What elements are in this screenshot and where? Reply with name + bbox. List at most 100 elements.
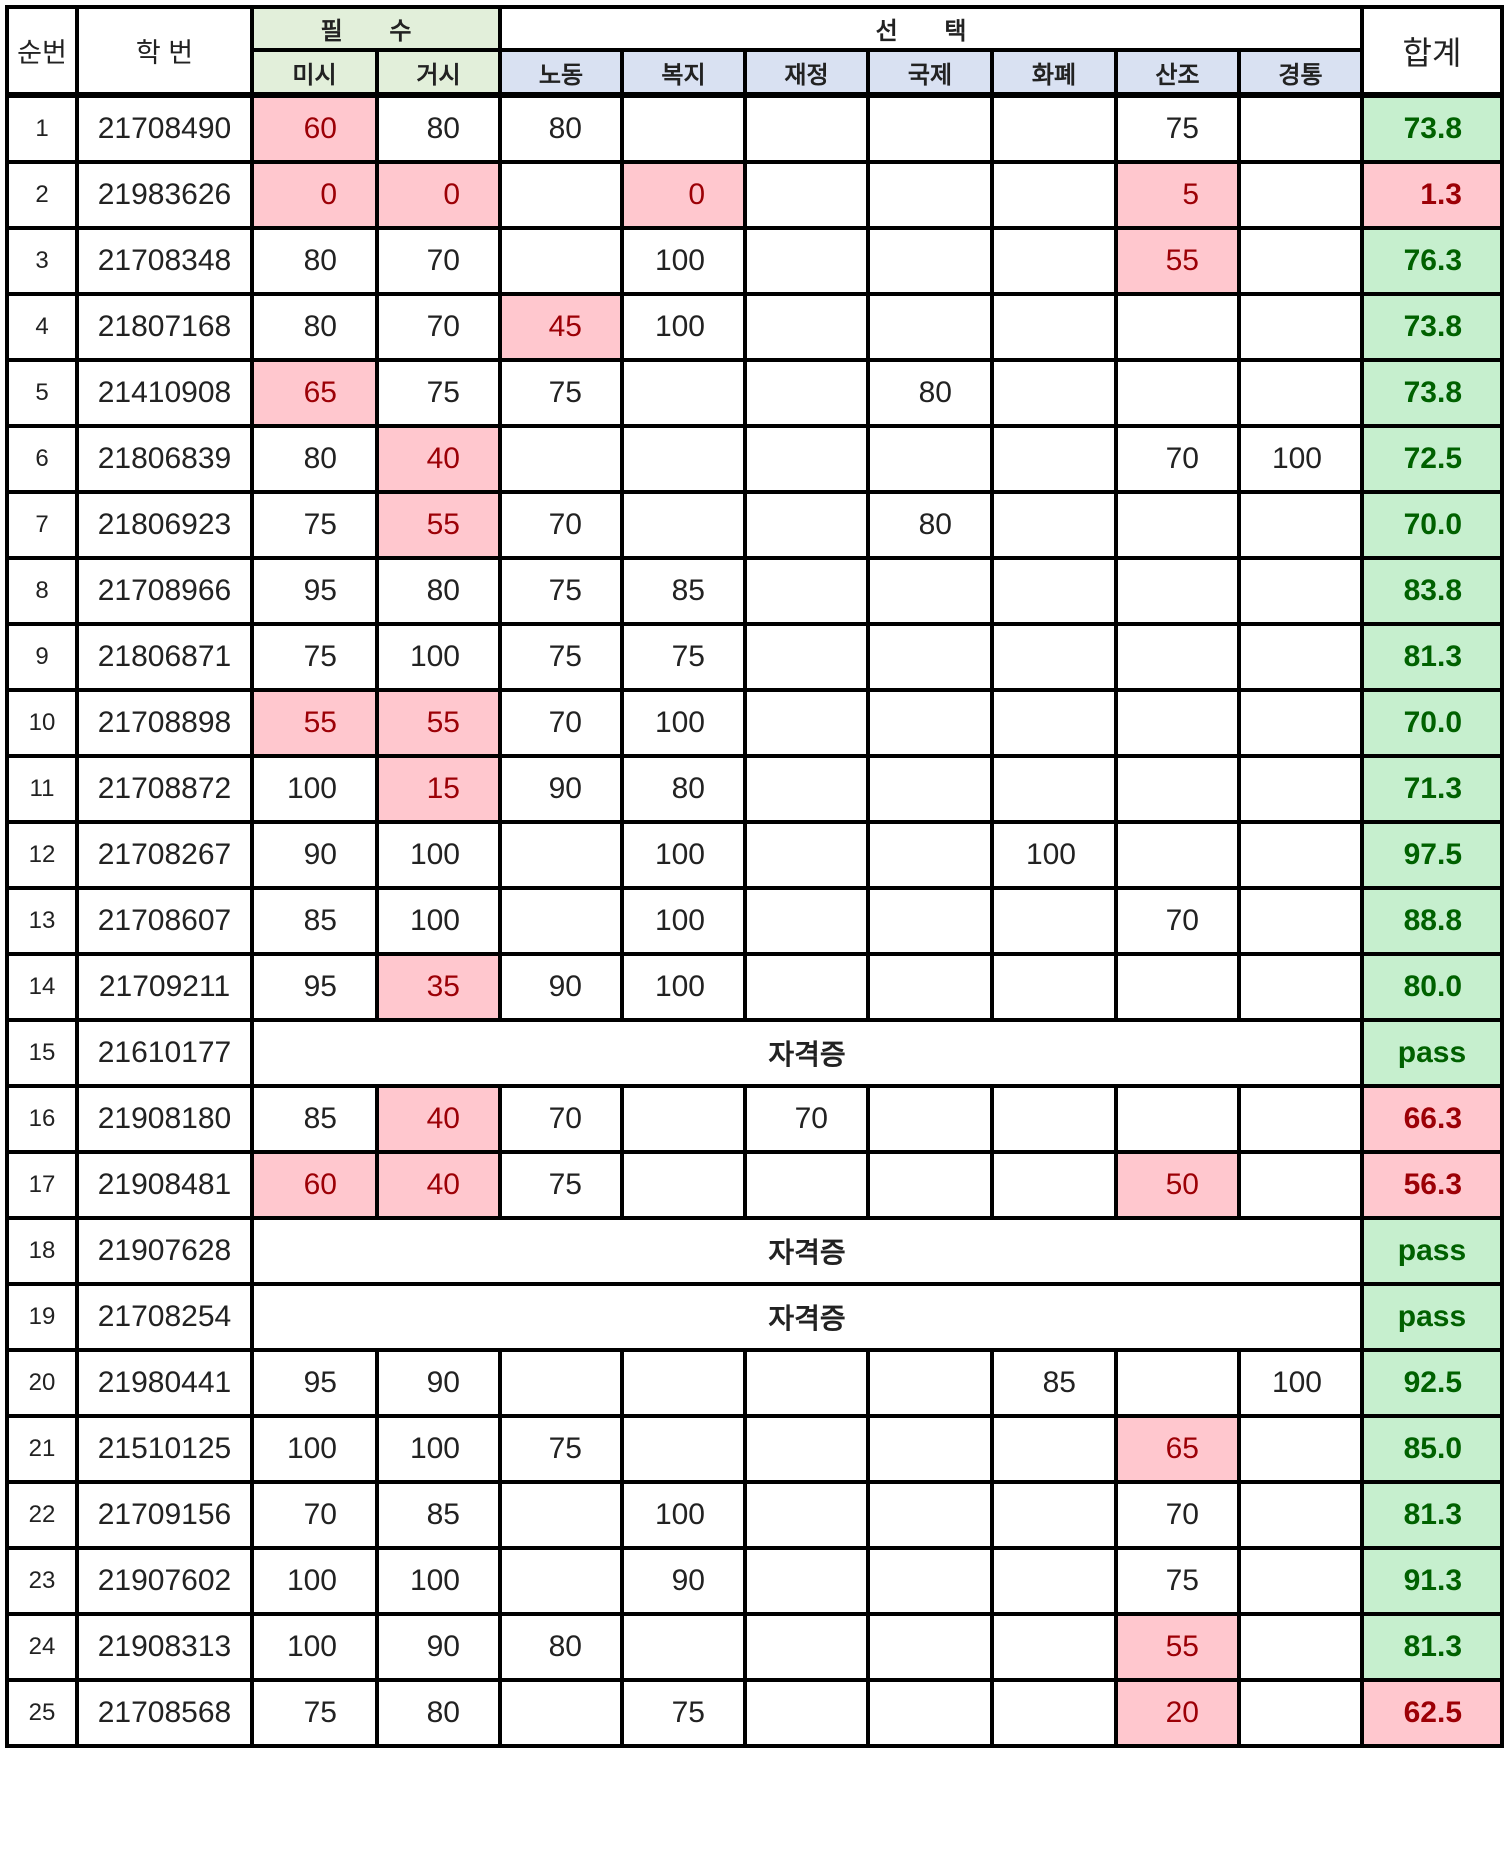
score-cell: 70 bbox=[1114, 886, 1241, 956]
score-cell bbox=[743, 886, 870, 956]
table-row: 25 21708568 75 80 75 20 62.5 bbox=[5, 1678, 1504, 1748]
total-cell: 83.8 bbox=[1360, 556, 1504, 626]
score-cell bbox=[1114, 556, 1241, 626]
score-cell bbox=[1237, 358, 1364, 428]
score-cell bbox=[743, 490, 870, 560]
row-number: 25 bbox=[5, 1678, 79, 1748]
score-cell: 95 bbox=[250, 556, 379, 626]
score-cell bbox=[1114, 820, 1241, 890]
score-cell: 75 bbox=[498, 1150, 624, 1220]
score-cell bbox=[990, 424, 1118, 494]
score-cell bbox=[990, 1678, 1118, 1748]
score-cell bbox=[990, 490, 1118, 560]
score-cell-low: 55 bbox=[250, 688, 379, 758]
score-cell bbox=[620, 1348, 747, 1418]
score-cell: 75 bbox=[250, 622, 379, 692]
score-cell-low: 60 bbox=[250, 92, 379, 164]
score-cell: 70 bbox=[498, 490, 624, 560]
score-cell bbox=[866, 754, 994, 824]
score-cell: 80 bbox=[498, 92, 624, 164]
score-cell bbox=[866, 886, 994, 956]
score-cell bbox=[743, 1150, 870, 1220]
score-cell bbox=[990, 886, 1118, 956]
score-cell bbox=[1114, 490, 1241, 560]
score-cell bbox=[498, 1348, 624, 1418]
score-cell: 100 bbox=[620, 820, 747, 890]
score-cell: 75 bbox=[1114, 1546, 1241, 1616]
row-number: 9 bbox=[5, 622, 79, 692]
score-cell: 75 bbox=[620, 622, 747, 692]
total-cell: 91.3 bbox=[1360, 1546, 1504, 1616]
score-cell bbox=[743, 1612, 870, 1682]
score-cell bbox=[620, 1150, 747, 1220]
score-cell bbox=[743, 1480, 870, 1550]
student-id: 21806871 bbox=[75, 622, 254, 692]
score-cell bbox=[866, 688, 994, 758]
score-cell bbox=[1237, 952, 1364, 1022]
total-cell: 92.5 bbox=[1360, 1348, 1504, 1418]
score-cell bbox=[743, 1348, 870, 1418]
score-cell: 85 bbox=[620, 556, 747, 626]
table-row: 17 21908481 60 40 75 50 56.3 bbox=[5, 1150, 1504, 1220]
score-cell bbox=[1114, 688, 1241, 758]
table-row: 19 21708254 자격증 pass bbox=[5, 1282, 1504, 1352]
table-row: 18 21907628 자격증 pass bbox=[5, 1216, 1504, 1286]
student-id: 21908313 bbox=[75, 1612, 254, 1682]
score-cell: 90 bbox=[375, 1348, 502, 1418]
student-id: 21708607 bbox=[75, 886, 254, 956]
table-row: 23 21907602 100 100 90 75 91.3 bbox=[5, 1546, 1504, 1616]
student-id: 21708872 bbox=[75, 754, 254, 824]
score-cell bbox=[1237, 92, 1364, 164]
total-cell: 81.3 bbox=[1360, 1480, 1504, 1550]
row-number: 18 bbox=[5, 1216, 79, 1286]
student-id: 21709211 bbox=[75, 952, 254, 1022]
total-cell: 88.8 bbox=[1360, 886, 1504, 956]
score-cell: 80 bbox=[498, 1612, 624, 1682]
student-id: 21908481 bbox=[75, 1150, 254, 1220]
score-cell bbox=[743, 424, 870, 494]
score-cell-low: 60 bbox=[250, 1150, 379, 1220]
score-cell: 80 bbox=[620, 754, 747, 824]
score-cell: 90 bbox=[498, 754, 624, 824]
table-row: 1 21708490 60 80 80 75 73.8 bbox=[5, 92, 1504, 164]
score-cell bbox=[866, 424, 994, 494]
table-row: 13 21708607 85 100 100 70 88.8 bbox=[5, 886, 1504, 956]
score-cell bbox=[1114, 754, 1241, 824]
score-cell-low: 0 bbox=[375, 160, 502, 230]
student-id: 21510125 bbox=[75, 1414, 254, 1484]
score-cell bbox=[866, 92, 994, 164]
score-cell: 85 bbox=[250, 1084, 379, 1154]
score-cell: 75 bbox=[498, 358, 624, 428]
score-cell: 100 bbox=[250, 1414, 379, 1484]
certificate-cell: 자격증 bbox=[250, 1216, 1364, 1286]
score-cell: 90 bbox=[498, 952, 624, 1022]
score-cell bbox=[1237, 292, 1364, 362]
score-cell-low: 0 bbox=[620, 160, 747, 230]
score-cell bbox=[990, 622, 1118, 692]
score-cell: 70 bbox=[375, 226, 502, 296]
student-id: 21983626 bbox=[75, 160, 254, 230]
header-micro: 미시 bbox=[250, 48, 379, 97]
score-cell bbox=[743, 292, 870, 362]
score-cell: 100 bbox=[375, 1546, 502, 1616]
score-cell: 85 bbox=[990, 1348, 1118, 1418]
score-cell: 70 bbox=[1114, 424, 1241, 494]
score-cell bbox=[990, 688, 1118, 758]
student-id: 21708898 bbox=[75, 688, 254, 758]
total-cell: 70.0 bbox=[1360, 490, 1504, 560]
header-monetary: 화폐 bbox=[990, 48, 1118, 97]
score-cell: 100 bbox=[620, 1480, 747, 1550]
score-cell-low: 5 bbox=[1114, 160, 1241, 230]
score-cell: 80 bbox=[375, 92, 502, 164]
score-cell: 100 bbox=[375, 622, 502, 692]
score-cell bbox=[620, 1414, 747, 1484]
score-cell: 80 bbox=[250, 226, 379, 296]
table-row: 5 21410908 65 75 75 80 73.8 bbox=[5, 358, 1504, 428]
score-cell bbox=[1114, 952, 1241, 1022]
student-id: 21807168 bbox=[75, 292, 254, 362]
score-cell-low: 40 bbox=[375, 424, 502, 494]
score-cell: 90 bbox=[250, 820, 379, 890]
score-cell bbox=[1237, 1414, 1364, 1484]
score-cell bbox=[1114, 358, 1241, 428]
score-cell: 80 bbox=[866, 358, 994, 428]
